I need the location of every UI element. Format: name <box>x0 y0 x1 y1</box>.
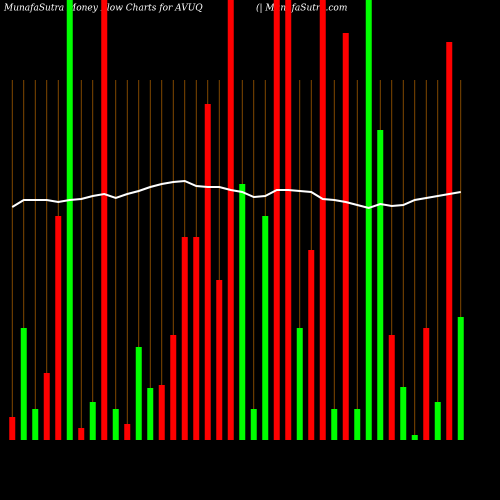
bar <box>216 280 223 440</box>
bar <box>89 402 96 440</box>
bar <box>319 0 326 440</box>
bar <box>342 33 349 440</box>
bar <box>273 0 280 440</box>
bar <box>170 335 177 440</box>
bar <box>158 385 165 440</box>
bar <box>377 130 384 440</box>
bar <box>388 335 395 440</box>
bar <box>285 0 292 440</box>
bar <box>227 0 234 440</box>
bar <box>147 388 154 440</box>
bar <box>296 328 303 440</box>
money-flow-line <box>11 179 461 210</box>
bar <box>434 402 441 440</box>
bar <box>446 42 453 440</box>
bar <box>66 0 73 440</box>
bar <box>193 237 200 440</box>
bar <box>9 417 16 440</box>
bar <box>112 409 119 440</box>
chart-subtitle: (| MunafaSutra.com <box>256 3 347 14</box>
bar <box>308 250 315 440</box>
bar <box>262 216 269 440</box>
bar <box>239 184 246 440</box>
bar <box>101 0 108 440</box>
bar <box>457 317 464 440</box>
bar <box>124 424 131 440</box>
bar <box>43 373 50 440</box>
bar <box>20 328 27 440</box>
bar <box>411 435 418 440</box>
bar <box>78 428 85 440</box>
bar <box>354 409 361 440</box>
bar <box>423 328 430 440</box>
bar <box>331 409 338 440</box>
bar <box>32 409 39 440</box>
bar <box>250 409 257 440</box>
bar <box>365 0 372 440</box>
bar <box>400 387 407 440</box>
bar <box>135 347 142 440</box>
bar <box>181 237 188 440</box>
bar <box>55 216 62 440</box>
bar <box>204 104 211 440</box>
